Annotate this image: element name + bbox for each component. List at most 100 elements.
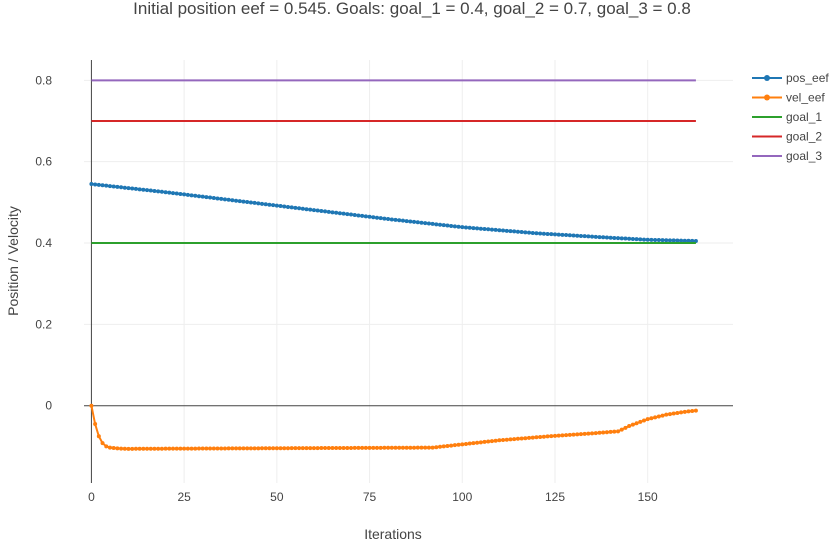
data-point-pos_eef [604, 235, 609, 240]
data-point-vel_eef [504, 437, 509, 442]
data-point-vel_eef [107, 445, 112, 450]
series-line-pos_eef [91, 183, 696, 242]
data-point-pos_eef [653, 237, 658, 242]
data-point-vel_eef [412, 445, 417, 450]
data-point-vel_eef [653, 415, 658, 420]
data-point-vel_eef [415, 445, 420, 450]
data-point-vel_eef [638, 419, 643, 424]
data-point-vel_eef [660, 413, 665, 418]
data-point-pos_eef [556, 232, 561, 237]
data-point-vel_eef [489, 439, 494, 444]
legend-item-vel_eef[interactable]: vel_eef [752, 91, 825, 105]
data-point-vel_eef [493, 438, 498, 443]
data-point-pos_eef [374, 215, 379, 220]
data-point-vel_eef [349, 445, 354, 450]
data-point-pos_eef [404, 219, 409, 224]
data-point-vel_eef [89, 403, 94, 408]
data-point-pos_eef [285, 204, 290, 209]
data-point-vel_eef [196, 446, 201, 451]
legend-item-pos_eef[interactable]: pos_eef [752, 71, 829, 85]
data-point-vel_eef [285, 446, 290, 451]
legend-item-goal_1[interactable]: goal_1 [752, 110, 822, 124]
data-point-vel_eef [601, 430, 606, 435]
data-point-vel_eef [104, 444, 109, 449]
legend-item-goal_3[interactable]: goal_3 [752, 149, 822, 163]
data-point-vel_eef [408, 445, 413, 450]
data-point-vel_eef [519, 436, 524, 441]
data-point-pos_eef [478, 226, 483, 231]
data-point-pos_eef [441, 223, 446, 228]
data-point-pos_eef [382, 216, 387, 221]
data-point-pos_eef [271, 203, 276, 208]
legend-item-goal_2[interactable]: goal_2 [752, 130, 822, 144]
data-point-vel_eef [111, 446, 116, 451]
data-point-vel_eef [308, 446, 313, 451]
data-point-pos_eef [256, 201, 261, 206]
data-point-pos_eef [564, 233, 569, 238]
data-point-pos_eef [104, 183, 109, 188]
legend-label: goal_1 [786, 110, 822, 124]
data-point-pos_eef [475, 226, 480, 231]
data-point-pos_eef [345, 212, 350, 217]
data-point-vel_eef [671, 411, 676, 416]
data-point-vel_eef [337, 445, 342, 450]
data-point-pos_eef [638, 237, 643, 242]
data-point-vel_eef [271, 446, 276, 451]
data-point-pos_eef [137, 187, 142, 192]
data-point-vel_eef [185, 446, 190, 451]
data-point-vel_eef [534, 435, 539, 440]
data-point-pos_eef [671, 238, 676, 243]
data-point-pos_eef [148, 188, 153, 193]
data-point-pos_eef [182, 192, 187, 197]
data-point-vel_eef [634, 421, 639, 426]
data-point-vel_eef [363, 445, 368, 450]
data-point-pos_eef [597, 235, 602, 240]
data-point-vel_eef [527, 435, 532, 440]
data-point-vel_eef [386, 445, 391, 450]
data-point-pos_eef [100, 183, 105, 188]
chart-title: Initial position eef = 0.545. Goals: goa… [133, 0, 691, 18]
data-point-pos_eef [582, 234, 587, 239]
data-point-vel_eef [682, 409, 687, 414]
data-point-vel_eef [282, 446, 287, 451]
data-point-vel_eef [345, 445, 350, 450]
data-point-pos_eef [608, 235, 613, 240]
data-point-vel_eef [552, 433, 557, 438]
data-point-pos_eef [534, 231, 539, 236]
data-point-pos_eef [260, 201, 265, 206]
data-point-pos_eef [89, 182, 94, 187]
data-point-pos_eef [133, 186, 138, 191]
data-point-pos_eef [230, 198, 235, 203]
data-point-vel_eef [564, 433, 569, 438]
data-point-pos_eef [378, 216, 383, 221]
data-point-pos_eef [512, 229, 517, 234]
data-point-vel_eef [675, 410, 680, 415]
series-layer [89, 79, 698, 451]
data-point-vel_eef [274, 446, 279, 451]
data-point-vel_eef [237, 446, 242, 451]
data-point-vel_eef [96, 434, 101, 439]
data-point-pos_eef [567, 233, 572, 238]
data-point-vel_eef [189, 446, 194, 451]
data-point-vel_eef [556, 433, 561, 438]
data-point-vel_eef [267, 446, 272, 451]
data-point-vel_eef [497, 438, 502, 443]
data-point-vel_eef [508, 437, 513, 442]
data-point-pos_eef [234, 198, 239, 203]
data-point-vel_eef [608, 429, 613, 434]
data-point-pos_eef [515, 229, 520, 234]
data-point-pos_eef [690, 238, 695, 243]
data-point-pos_eef [330, 210, 335, 215]
data-point-pos_eef [438, 222, 443, 227]
data-point-vel_eef [382, 445, 387, 450]
data-point-pos_eef [171, 191, 176, 196]
data-point-vel_eef [263, 446, 268, 451]
data-point-vel_eef [260, 446, 265, 451]
data-point-vel_eef [623, 425, 628, 430]
data-point-pos_eef [504, 228, 509, 233]
data-point-vel_eef [645, 417, 650, 422]
data-point-pos_eef [501, 228, 506, 233]
data-point-pos_eef [311, 208, 316, 213]
data-point-pos_eef [185, 192, 190, 197]
